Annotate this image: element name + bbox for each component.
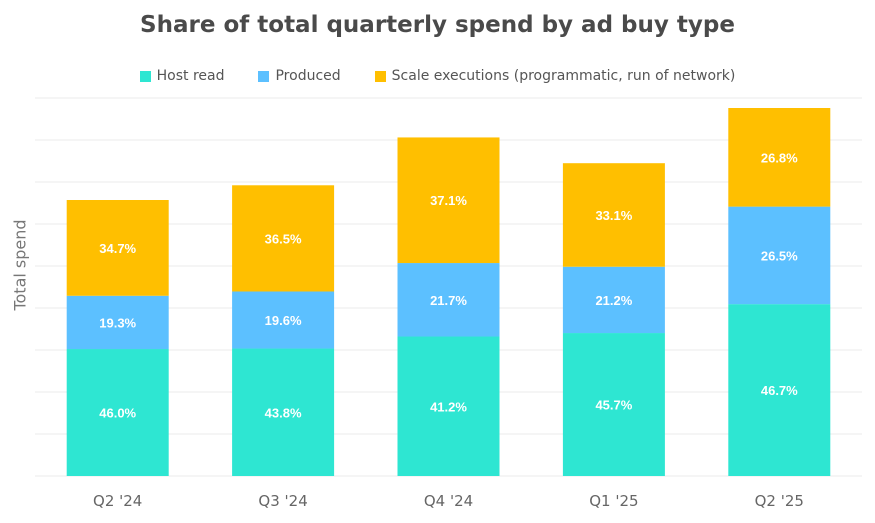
bar-segment: [232, 185, 335, 292]
x-tick-label: Q2 '25: [755, 492, 804, 510]
bar-segment: [66, 349, 169, 476]
legend-item-host-read: Host read: [139, 68, 225, 84]
data-label: 46.7%: [761, 383, 798, 398]
data-label: 19.3%: [99, 315, 136, 330]
legend-item-produced: Produced: [258, 68, 341, 84]
legend-swatch-produced: [258, 70, 270, 82]
legend-swatch-scale: [374, 70, 386, 82]
data-label: 36.5%: [265, 231, 302, 246]
data-label: 45.7%: [595, 398, 632, 413]
x-tick-label: Q2 '24: [93, 492, 142, 510]
data-label: 26.8%: [761, 150, 798, 165]
x-tick-label: Q3 '24: [258, 492, 307, 510]
data-label: 26.5%: [761, 248, 798, 263]
data-label: 46.0%: [99, 406, 136, 421]
bar-segment: [66, 295, 169, 350]
bar-segment: [232, 348, 335, 476]
legend-swatch-host-read: [139, 70, 151, 82]
bar-segment: [562, 333, 665, 476]
legend-item-scale: Scale executions (programmatic, run of n…: [374, 68, 736, 84]
chart-legend: Host read Produced Scale executions (pro…: [0, 68, 875, 84]
bar-segment: [728, 304, 831, 476]
bar-segment: [232, 291, 335, 349]
data-label: 19.6%: [265, 313, 302, 328]
bar-segment: [66, 200, 169, 296]
legend-label-scale: Scale executions (programmatic, run of n…: [391, 68, 736, 84]
data-label: 21.7%: [430, 293, 467, 308]
bar-segment: [728, 206, 831, 305]
x-tick-label: Q1 '25: [589, 492, 638, 510]
legend-label-host-read: Host read: [156, 68, 225, 84]
chart-title: Share of total quarterly spend by ad buy…: [140, 12, 735, 38]
data-label: 43.8%: [265, 405, 302, 420]
bar-segment: [397, 263, 500, 337]
data-label: 34.7%: [99, 241, 136, 256]
bar-segment: [562, 163, 665, 267]
data-label: 37.1%: [430, 193, 467, 208]
legend-label-produced: Produced: [275, 68, 341, 84]
bar-segment: [562, 266, 665, 334]
bar-segment: [397, 137, 500, 264]
data-label: 33.1%: [595, 208, 632, 223]
x-tick-label: Q4 '24: [424, 492, 473, 510]
bar-segment: [728, 108, 831, 207]
bar-segment: [397, 336, 500, 476]
data-label: 21.2%: [595, 293, 632, 308]
data-label: 41.2%: [430, 399, 467, 414]
